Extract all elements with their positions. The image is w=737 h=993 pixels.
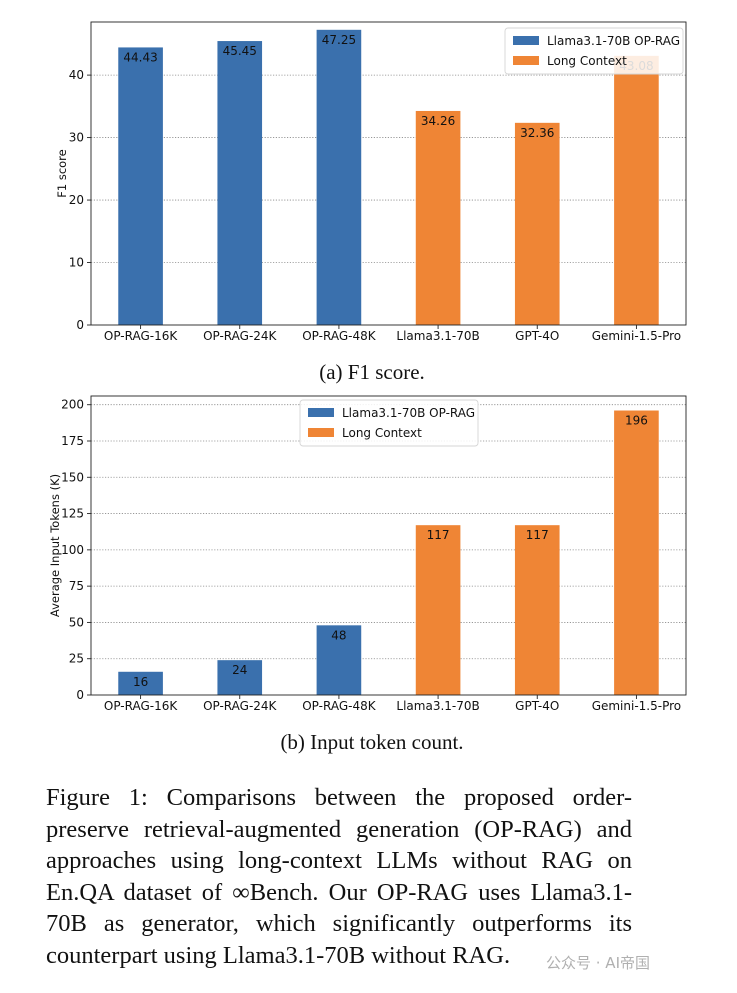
x-tick-label: OP-RAG-48K xyxy=(302,329,376,343)
legend: Llama3.1-70B OP-RAG Long Context xyxy=(299,399,479,447)
x-tick-label: Gemini-1.5-Pro xyxy=(592,699,681,713)
legend-label: Llama3.1-70B OP-RAG xyxy=(547,34,680,48)
watermark: 公众号 · AI帝国 xyxy=(546,954,650,972)
plot-frame xyxy=(90,395,687,696)
bar xyxy=(514,122,560,325)
plot-frame xyxy=(90,21,687,326)
legend-swatch xyxy=(513,56,539,65)
legend-label: Long Context xyxy=(342,426,422,440)
bar xyxy=(217,41,263,326)
f1-score-chart: 44.4345.4547.2534.2632.3643.08010203040O… xyxy=(55,21,687,384)
value-label: 48 xyxy=(331,628,346,642)
y-tick-label: 150 xyxy=(61,470,84,484)
y-tick-label: 200 xyxy=(61,398,84,412)
y-tick-label: 30 xyxy=(69,131,84,145)
y-tick-label: 175 xyxy=(61,434,84,448)
legend-box xyxy=(504,27,684,75)
y-tick-label: 20 xyxy=(69,193,84,207)
subfigure-caption: (b) Input token count. xyxy=(280,730,463,754)
token-count-chart: 16 24 48 117 117 196 0 25 50 75 100 125 150 175 200 OP-… xyxy=(48,395,687,754)
x-tick-label: OP-RAG-16K xyxy=(104,329,178,343)
y-tick-label: 125 xyxy=(61,507,84,521)
value-label: 47.25 xyxy=(322,33,356,47)
bar xyxy=(316,625,362,695)
bar xyxy=(217,660,263,695)
y-axis-label: F1 score xyxy=(55,149,69,198)
legend-label: Long Context xyxy=(547,54,627,68)
legend: Llama3.1-70B OP-RAG Long Context xyxy=(504,27,684,75)
legend-swatch xyxy=(308,408,334,417)
value-label: 44.43 xyxy=(123,50,157,64)
value-label: 24 xyxy=(232,663,247,677)
value-label: 34.26 xyxy=(421,114,455,128)
bar xyxy=(514,525,560,695)
y-tick-label: 75 xyxy=(69,579,84,593)
value-label: 196 xyxy=(625,414,648,428)
y-tick-label: 0 xyxy=(76,318,84,332)
value-label: 45.45 xyxy=(223,44,257,58)
y-tick-label: 0 xyxy=(76,688,84,702)
x-tick-label: Llama3.1-70B xyxy=(396,329,479,343)
y-tick-label: 10 xyxy=(69,256,84,270)
value-label: 16 xyxy=(133,675,148,689)
y-tick-label: 40 xyxy=(69,68,84,82)
x-tick-label: Llama3.1-70B xyxy=(396,699,479,713)
bar xyxy=(316,29,362,326)
bar xyxy=(118,671,163,695)
value-label: 117 xyxy=(427,528,450,542)
bar xyxy=(118,47,163,326)
bar xyxy=(415,525,461,695)
x-tick-label: GPT-4O xyxy=(515,329,559,343)
x-tick-label: OP-RAG-24K xyxy=(203,329,277,343)
value-label: 117 xyxy=(526,528,549,542)
legend-label: Llama3.1-70B OP-RAG xyxy=(342,406,475,420)
subfigure-caption: (a) F1 score. xyxy=(319,360,425,384)
legend-swatch xyxy=(308,428,334,437)
bar xyxy=(415,110,461,325)
y-tick-label: 50 xyxy=(69,615,84,629)
y-tick-label: 25 xyxy=(69,652,84,666)
y-axis-label: Average Input Tokens (K) xyxy=(48,474,62,617)
bar xyxy=(614,410,659,695)
y-tick-label: 100 xyxy=(61,543,84,557)
x-tick-label: OP-RAG-48K xyxy=(302,699,376,713)
x-tick-label: GPT-4O xyxy=(515,699,559,713)
legend-box xyxy=(299,399,479,447)
legend-swatch xyxy=(513,36,539,45)
x-tick-label: Gemini-1.5-Pro xyxy=(592,329,681,343)
bar xyxy=(614,55,659,326)
x-tick-label: OP-RAG-24K xyxy=(203,699,277,713)
value-label: 32.36 xyxy=(520,126,554,140)
figure-caption: Figure 1: Comparisons between the propos… xyxy=(46,784,632,969)
x-tick-label: OP-RAG-16K xyxy=(104,699,178,713)
